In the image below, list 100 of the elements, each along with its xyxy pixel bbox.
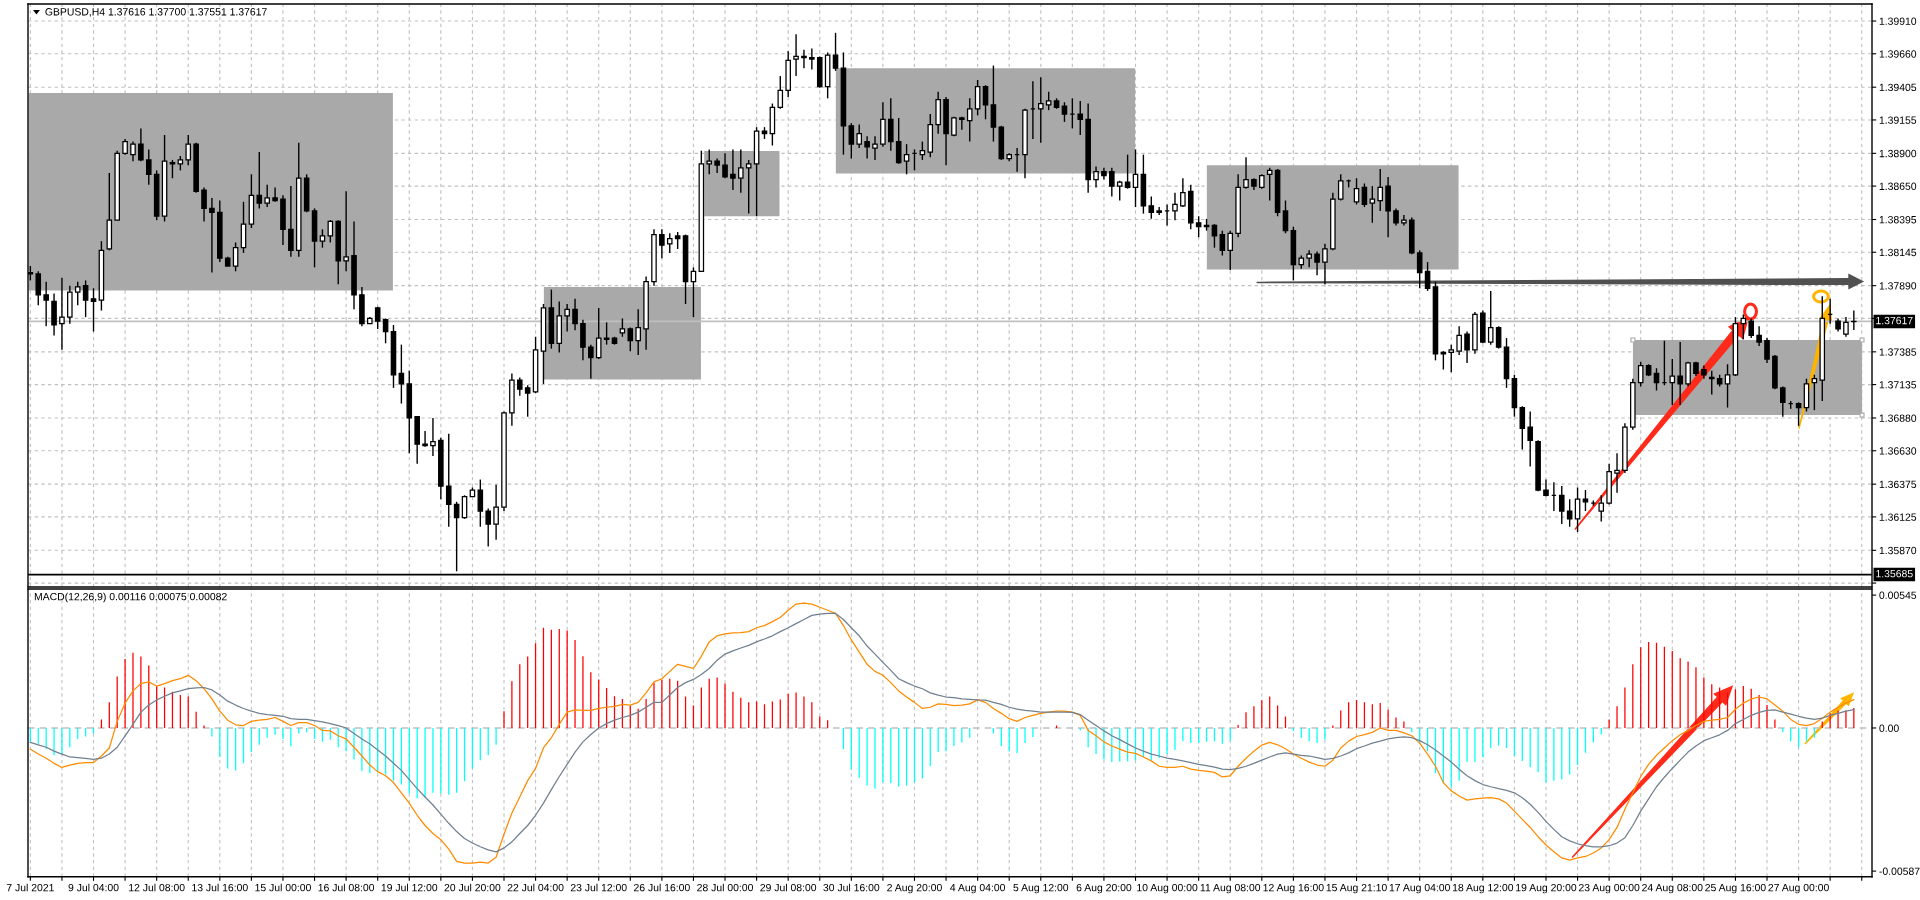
- candlestick: [564, 303, 570, 333]
- x-tick-label: 16 Jul 08:00: [318, 883, 375, 892]
- candlestick: [430, 417, 436, 457]
- y-tick-label: 1.39910: [1879, 17, 1917, 25]
- candlestick: [201, 186, 207, 223]
- candlestick: [1219, 229, 1226, 257]
- y-tick-label: -0.00587: [1879, 867, 1920, 875]
- y-tick-label: 1.36630: [1879, 447, 1917, 455]
- candlestick: [1851, 309, 1857, 331]
- y-tick-label: 1.39155: [1879, 116, 1917, 124]
- candlestick: [1558, 485, 1565, 525]
- candlestick: [1566, 498, 1573, 528]
- x-tick-label: 18 Aug 12:00: [1452, 883, 1514, 894]
- x-tick-label: 20 Jul 20:00: [444, 883, 501, 892]
- candlestick: [240, 201, 247, 254]
- candlestick: [832, 32, 839, 72]
- chart-title: MACD(12,26,9) 0.00116 0.00075 0.00082: [34, 592, 227, 603]
- x-tick-label: 29 Jul 08:00: [760, 883, 817, 892]
- x-tick-label: 12 Jul 08:00: [129, 883, 185, 892]
- y-tick-label: 1.37890: [1879, 282, 1917, 290]
- candlestick: [1487, 290, 1494, 346]
- x-tick-label: 13 Jul 16:00: [192, 883, 248, 892]
- candlestick: [1598, 494, 1605, 523]
- candlestick: [1180, 177, 1186, 208]
- x-tick-label: 22 Jul 04:00: [507, 883, 564, 892]
- candlestick: [895, 117, 902, 165]
- candlestick: [1282, 199, 1289, 234]
- candlestick: [1756, 325, 1762, 347]
- x-tick-label: 4 Aug 04:00: [950, 883, 1006, 894]
- x-tick-label: 7 Jul 2021: [6, 883, 54, 892]
- x-tick-label: 5 Aug 12:00: [1013, 883, 1069, 894]
- candlestick: [343, 190, 349, 272]
- candlestick: [524, 384, 531, 418]
- candlestick: [1195, 215, 1202, 238]
- candlestick: [1527, 410, 1533, 468]
- candlestick: [1116, 180, 1123, 202]
- x-tick-label: 24 Aug 08:00: [1642, 883, 1703, 894]
- candlestick: [730, 148, 736, 191]
- candlestick: [1109, 167, 1115, 198]
- candlestick: [982, 84, 989, 120]
- candlestick: [1211, 223, 1218, 249]
- x-tick-label: 11 Aug 08:00: [1200, 883, 1261, 894]
- candlestick: [1574, 486, 1581, 533]
- candlestick: [256, 151, 263, 210]
- candlestick: [1614, 452, 1620, 494]
- y-tick-label: 1.39405: [1879, 83, 1917, 92]
- ref-line-label: 1.37617: [1876, 316, 1913, 325]
- candlestick: [1377, 168, 1384, 212]
- candlestick: [1795, 401, 1802, 427]
- candlestick: [1243, 156, 1249, 190]
- candlestick: [264, 184, 270, 208]
- x-tick-label: 2 Aug 20:00: [887, 883, 942, 894]
- candlestick: [1464, 330, 1470, 364]
- candlestick: [1803, 377, 1810, 413]
- candlestick: [516, 376, 523, 397]
- candlestick: [659, 228, 665, 259]
- candlestick: [990, 64, 997, 143]
- x-tick-label: 25 Aug 16:00: [1705, 883, 1766, 894]
- candlestick: [848, 122, 855, 160]
- x-tick-label: 23 Jul 12:00: [570, 883, 627, 892]
- candlestick: [1045, 91, 1052, 111]
- candlestick: [1637, 360, 1644, 388]
- candlestick: [1780, 385, 1786, 418]
- candlestick: [382, 317, 389, 345]
- candlestick: [706, 148, 713, 176]
- candlestick: [1069, 97, 1076, 130]
- candlestick: [1811, 374, 1818, 411]
- candlestick: [1724, 363, 1731, 409]
- y-tick-label: 1.36375: [1879, 480, 1917, 489]
- candlestick: [145, 148, 152, 186]
- y-tick-label: 1.38900: [1879, 149, 1917, 158]
- candlestick: [777, 75, 784, 110]
- candlestick: [82, 279, 89, 318]
- candlestick: [801, 49, 807, 69]
- candlestick: [185, 134, 192, 166]
- candlestick: [74, 281, 81, 307]
- candlestick: [864, 135, 870, 160]
- candlestick: [43, 281, 49, 327]
- candlestick: [809, 47, 815, 71]
- candlestick: [1322, 243, 1328, 286]
- candlestick: [1708, 370, 1715, 396]
- candlestick: [90, 287, 97, 333]
- candlestick: [493, 484, 499, 541]
- candlestick: [1337, 173, 1344, 202]
- candlestick: [272, 186, 278, 203]
- candlestick: [1148, 195, 1155, 220]
- x-tick-label: 23 Aug 00:00: [1578, 883, 1640, 894]
- candlestick: [1495, 325, 1502, 350]
- candlestick: [1748, 317, 1755, 339]
- chart-title: GBPUSD,H4 1.37616 1.37700 1.37551 1.37617: [45, 8, 267, 17]
- x-tick-label: 27 Aug 00:00: [1768, 883, 1829, 894]
- candlestick: [35, 270, 42, 307]
- candlestick: [1677, 341, 1683, 406]
- candlestick: [422, 430, 428, 448]
- y-tick-label: 1.37135: [1879, 381, 1917, 389]
- candlestick: [1172, 191, 1178, 221]
- y-tick-label: 1.36880: [1879, 414, 1917, 422]
- y-tick-label: 1.39660: [1879, 50, 1917, 58]
- y-tick-label: 0.00: [1879, 724, 1899, 732]
- candlestick: [1456, 325, 1462, 356]
